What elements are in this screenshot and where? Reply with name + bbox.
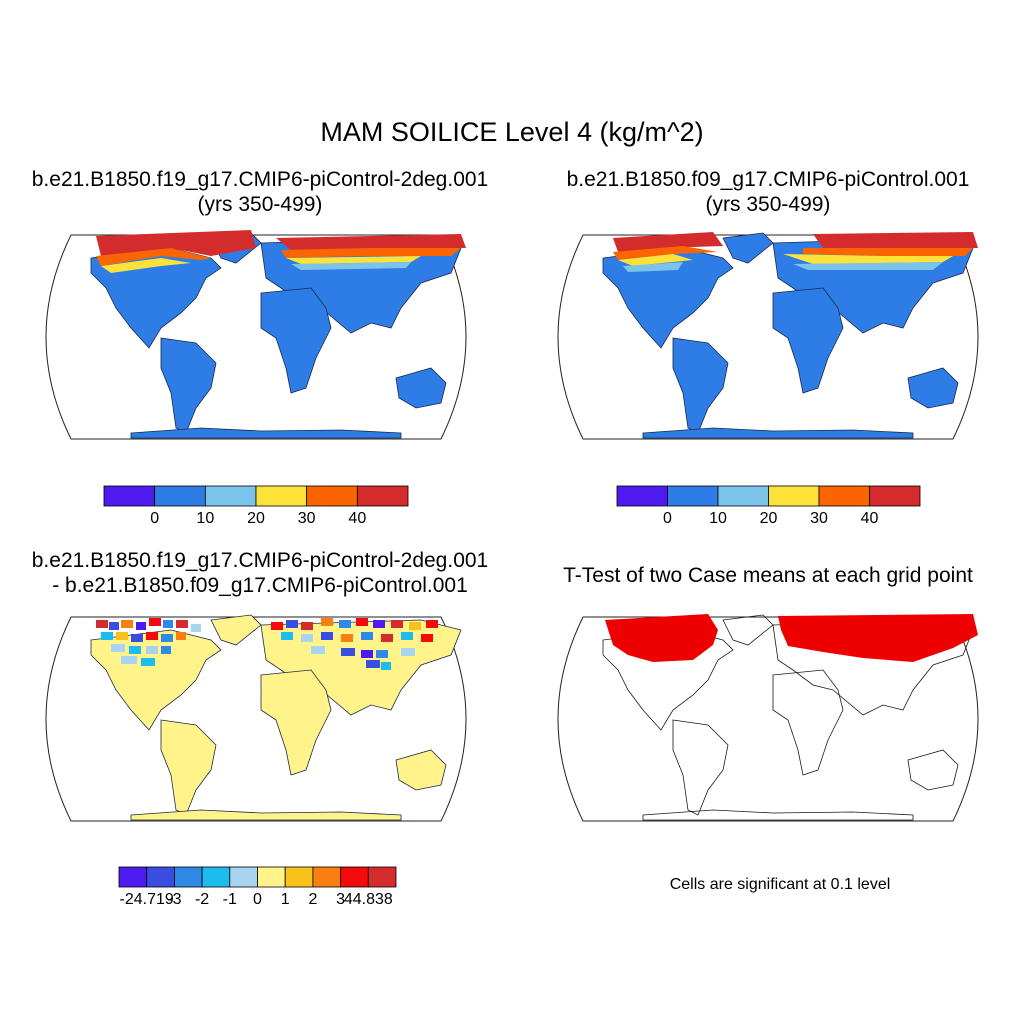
map-case1-svg bbox=[45, 230, 467, 440]
colorbar-case2-tick-label: 0 bbox=[663, 510, 672, 527]
antarctica bbox=[130, 809, 402, 821]
panel-3-title: b.e21.B1850.f19_g17.CMIP6-piControl-2deg… bbox=[0, 548, 520, 598]
colorbar-difference-swatch bbox=[312, 866, 341, 888]
colorbar-case1-swatch bbox=[154, 485, 206, 507]
greenland bbox=[722, 232, 774, 264]
colorbar-difference-tick-label: 44.838 bbox=[343, 891, 393, 908]
colorbar-case2 bbox=[616, 485, 921, 507]
antarctica bbox=[642, 809, 914, 821]
colorbar-case2-swatches bbox=[616, 485, 921, 507]
antarctica bbox=[130, 427, 402, 439]
north-america bbox=[602, 629, 734, 731]
colorbar-difference bbox=[118, 866, 397, 888]
colorbar-difference-tick-label: 1 bbox=[280, 891, 290, 908]
colorbar-difference-tick-label: -3 bbox=[167, 891, 182, 908]
panel-2-title: b.e21.B1850.f09_g17.CMIP6-piControl.001 … bbox=[512, 167, 1024, 217]
colorbar-difference-swatch bbox=[229, 866, 258, 888]
colorbar-case2-swatch bbox=[717, 485, 769, 507]
panel-4-title: T-Test of two Case means at each grid po… bbox=[512, 563, 1024, 588]
colorbar-case1-tick-label: 20 bbox=[247, 510, 265, 527]
colorbar-difference-swatch bbox=[201, 866, 231, 888]
colorbar-difference-swatch bbox=[367, 866, 397, 888]
south-america bbox=[160, 719, 217, 816]
high-soilice-cells bbox=[613, 232, 978, 272]
land-masses bbox=[90, 614, 462, 821]
map-ttest-svg bbox=[557, 614, 979, 822]
south-america bbox=[672, 337, 729, 434]
africa bbox=[260, 669, 332, 776]
africa bbox=[772, 669, 844, 776]
colorbar-difference-tick-label: 0 bbox=[253, 891, 262, 908]
australia bbox=[907, 749, 959, 791]
colorbar-difference-swatch bbox=[284, 866, 314, 888]
map-difference-svg bbox=[45, 614, 467, 822]
colorbar-case2-tick-label: 40 bbox=[860, 510, 879, 527]
colorbar-case1-swatch bbox=[204, 485, 257, 507]
high-soilice-cells bbox=[96, 230, 466, 273]
panel-3-title-line1: b.e21.B1850.f19_g17.CMIP6-piControl-2deg… bbox=[31, 549, 489, 572]
australia bbox=[907, 367, 959, 409]
africa bbox=[772, 287, 844, 394]
colorbar-case2-swatch bbox=[616, 485, 668, 507]
colorbar-difference-swatch bbox=[340, 866, 369, 888]
australia bbox=[395, 367, 447, 409]
panel-2-title-line1: b.e21.B1850.f09_g17.CMIP6-piControl.001 bbox=[566, 168, 970, 191]
greenland bbox=[210, 614, 262, 646]
significance-note: Cells are significant at 0.1 level bbox=[669, 876, 891, 893]
colorbar-difference-swatch bbox=[118, 866, 148, 888]
map-ttest bbox=[533, 600, 1003, 838]
colorbar-difference-tick-label: 2 bbox=[308, 891, 318, 908]
colorbar-difference-swatch bbox=[257, 866, 286, 888]
colorbar-difference-swatches bbox=[118, 866, 397, 888]
colorbar-case2-tick-label: 30 bbox=[810, 510, 828, 527]
colorbar-case2-swatch bbox=[768, 485, 820, 507]
colorbar-case1-swatches bbox=[103, 485, 409, 507]
panel-4-title-line1: T-Test of two Case means at each grid po… bbox=[563, 564, 973, 587]
panel-1-title-line2: (yrs 350-499) bbox=[197, 193, 323, 216]
greenland bbox=[722, 614, 774, 646]
colorbar-case2-tick-label: 20 bbox=[759, 510, 778, 527]
colorbar-case2-tick-label: 10 bbox=[709, 510, 727, 527]
north-america bbox=[602, 247, 734, 349]
colorbar-difference-tick-label: -24.719 bbox=[119, 891, 174, 908]
australia bbox=[395, 749, 447, 791]
colorbar-case1-tick-label: 30 bbox=[297, 510, 316, 527]
colorbar-case1-tick-label: 10 bbox=[196, 510, 215, 527]
map-difference bbox=[21, 600, 491, 838]
north-america bbox=[90, 629, 222, 731]
colorbar-difference-tick-label: -1 bbox=[222, 891, 237, 908]
globe-outline bbox=[557, 616, 979, 822]
colorbar-difference-tick-label: -2 bbox=[194, 891, 210, 908]
antarctica bbox=[642, 427, 914, 439]
map-case1 bbox=[21, 218, 491, 456]
difference-cells bbox=[96, 618, 438, 670]
south-america bbox=[160, 337, 217, 434]
colorbar-case2-swatch bbox=[667, 485, 719, 507]
panel-2-title-line2: (yrs 350-499) bbox=[705, 193, 831, 216]
panel-3-title-line2: - b.e21.B1850.f09_g17.CMIP6-piControl.00… bbox=[52, 574, 468, 597]
panel-1-title: b.e21.B1850.f19_g17.CMIP6-piControl-2deg… bbox=[0, 167, 520, 217]
colorbar-case1-swatch bbox=[306, 485, 358, 507]
colorbar-case1-tick-label: 40 bbox=[348, 510, 367, 527]
colorbar-case1-swatch bbox=[255, 485, 308, 507]
south-america bbox=[672, 719, 729, 816]
figure-title: MAM SOILICE Level 4 (kg/m^2) bbox=[320, 117, 704, 147]
colorbar-difference-swatch bbox=[174, 866, 203, 888]
significant-cells bbox=[605, 614, 978, 662]
colorbar-case1-swatch bbox=[356, 485, 409, 507]
colorbar-difference-swatch bbox=[146, 866, 175, 888]
map-case2 bbox=[533, 218, 1003, 456]
colorbar-case2-swatch bbox=[869, 485, 921, 507]
colorbar-case2-swatch bbox=[818, 485, 870, 507]
africa bbox=[260, 287, 332, 394]
north-america bbox=[90, 247, 222, 349]
map-case2-svg bbox=[557, 232, 979, 440]
panel-1-title-line1: b.e21.B1850.f19_g17.CMIP6-piControl-2deg… bbox=[31, 168, 489, 191]
colorbar-case1-swatch bbox=[103, 485, 156, 507]
colorbar-case1-tick-label: 0 bbox=[150, 510, 160, 527]
colorbar-case1 bbox=[103, 485, 409, 507]
colorbar-difference-tick-label: 3 bbox=[336, 891, 346, 908]
